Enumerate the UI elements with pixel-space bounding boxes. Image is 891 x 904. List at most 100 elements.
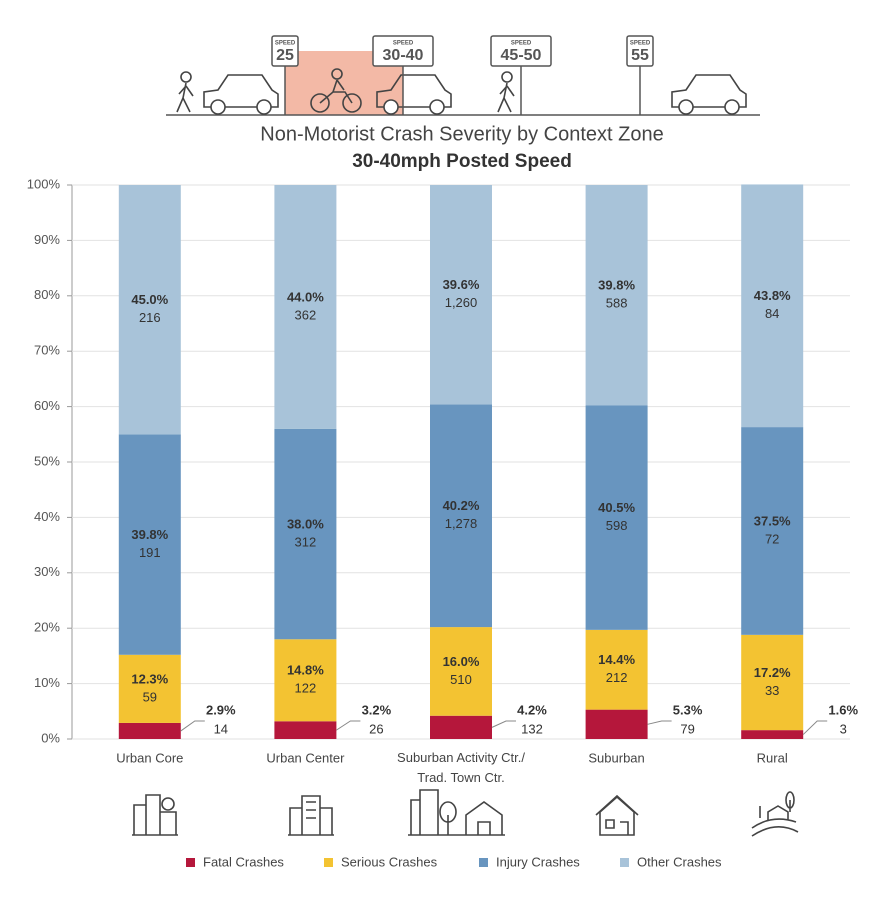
- leader-line: [180, 720, 205, 732]
- legend-label: Injury Crashes: [496, 854, 580, 869]
- legend-swatch: [324, 858, 333, 867]
- bar-segment: [118, 185, 181, 435]
- value-label: 1.6%: [828, 702, 858, 717]
- value-label: 40.2%: [443, 498, 480, 513]
- y-tick-label: 60%: [34, 398, 60, 413]
- value-label: 44.0%: [287, 289, 324, 304]
- bar-segment: [430, 627, 492, 716]
- y-tick-label: 70%: [34, 343, 60, 358]
- count-label: 59: [143, 689, 157, 704]
- value-label: 39.6%: [443, 277, 480, 292]
- y-tick-label: 20%: [34, 620, 60, 635]
- y-tick-label: 40%: [34, 509, 60, 524]
- count-label: 26: [369, 721, 383, 736]
- value-label: 14.8%: [287, 663, 324, 678]
- value-label: 14.4%: [598, 652, 635, 667]
- value-label: 3.2%: [362, 702, 392, 717]
- value-label: 39.8%: [131, 527, 168, 542]
- bar-segment: [585, 185, 648, 406]
- bar-segment: [430, 185, 492, 405]
- sign: [372, 35, 434, 67]
- bar-segment: [430, 404, 492, 628]
- car: [203, 74, 279, 115]
- count-label: 72: [765, 531, 779, 546]
- count-label: 598: [606, 518, 628, 533]
- chart-subtitle: 30-40mph Posted Speed: [352, 151, 572, 172]
- x-tick-label: Suburban: [588, 750, 644, 765]
- bar-segment: [741, 730, 804, 739]
- sign-label: SPEED: [511, 41, 532, 47]
- leader-line: [647, 720, 672, 725]
- bar-segment: [274, 639, 337, 722]
- bar-segment: [741, 634, 804, 731]
- illustration: [166, 51, 760, 116]
- count-label: 3: [840, 721, 847, 736]
- bar-segment: [585, 709, 648, 739]
- sign-value: 30-40: [383, 47, 424, 64]
- pedestrian: [497, 71, 515, 113]
- x-tick-label: Rural: [757, 750, 788, 765]
- value-label: 37.5%: [754, 513, 791, 528]
- bar-segment: [741, 184, 804, 428]
- car: [671, 74, 747, 115]
- count-label: 122: [295, 681, 317, 696]
- sign-value: 25: [276, 47, 294, 64]
- y-tick-label: 30%: [34, 564, 60, 579]
- bar-segment: [274, 428, 337, 640]
- value-label: 45.0%: [131, 292, 168, 307]
- leader-line: [802, 720, 828, 735]
- y-tick-label: 10%: [34, 675, 60, 690]
- bar-segment: [118, 434, 181, 655]
- legend-swatch: [186, 858, 195, 867]
- legend-label: Other Crashes: [637, 854, 722, 869]
- legend-label: Fatal Crashes: [203, 854, 284, 869]
- cyclist: [310, 68, 362, 113]
- y-tick-label: 50%: [34, 453, 60, 468]
- count-label: 510: [450, 672, 472, 687]
- value-label: 40.5%: [598, 500, 635, 515]
- count-label: 14: [214, 721, 228, 736]
- value-label: 2.9%: [206, 702, 236, 717]
- sign: [490, 35, 552, 67]
- leader-line: [491, 720, 516, 728]
- pedestrian: [176, 71, 194, 113]
- count-label: 216: [139, 310, 161, 325]
- bar-segment: [585, 629, 648, 710]
- sign-label: SPEED: [275, 41, 296, 47]
- bar-segment: [430, 715, 492, 739]
- count-label: 132: [521, 721, 543, 736]
- count-label: 312: [295, 534, 317, 549]
- value-label: 39.8%: [598, 278, 635, 293]
- bar-segment: [741, 427, 804, 635]
- y-tick-label: 0%: [41, 730, 60, 745]
- sign: [626, 35, 654, 67]
- value-label: 17.2%: [754, 665, 791, 680]
- y-tick-label: 90%: [34, 232, 60, 247]
- sign: [271, 35, 299, 67]
- sign-label: SPEED: [393, 41, 414, 47]
- chart-title: Non-Motorist Crash Severity by Context Z…: [260, 123, 664, 145]
- y-tick-label: 100%: [27, 176, 61, 191]
- count-label: 588: [606, 296, 628, 311]
- bar-segment: [118, 654, 181, 723]
- category-icons: [132, 789, 799, 837]
- count-label: 79: [680, 721, 694, 736]
- value-label: 16.0%: [443, 654, 480, 669]
- legend-swatch: [620, 858, 629, 867]
- sign-value: 45-50: [501, 47, 542, 64]
- count-label: 33: [765, 683, 779, 698]
- x-tick-label: Urban Core: [116, 750, 183, 765]
- bar-segment: [274, 721, 337, 739]
- count-label: 1,260: [445, 295, 478, 310]
- count-label: 191: [139, 545, 161, 560]
- legend-label: Serious Crashes: [341, 854, 438, 869]
- value-label: 4.2%: [517, 702, 547, 717]
- value-label: 38.0%: [287, 516, 324, 531]
- count-label: 84: [765, 306, 779, 321]
- y-tick-label: 80%: [34, 287, 60, 302]
- count-label: 1,278: [445, 516, 478, 531]
- value-label: 12.3%: [131, 671, 168, 686]
- x-tick-label: Suburban Activity Ctr./Trad. Town Ctr.: [397, 750, 525, 785]
- leader-line: [336, 720, 361, 731]
